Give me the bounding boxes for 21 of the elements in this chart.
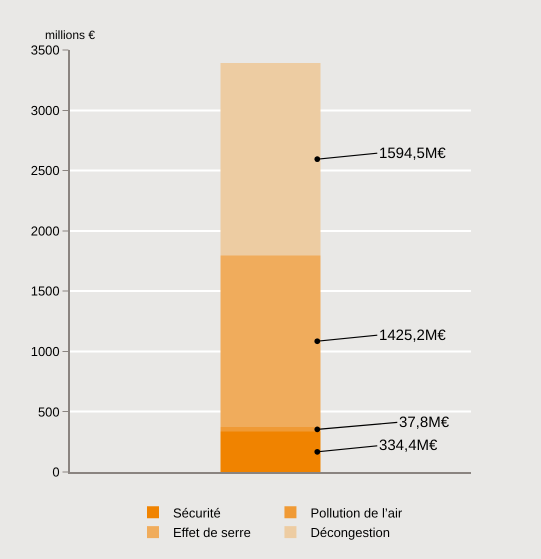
bar	[220, 427, 321, 432]
bar	[220, 432, 321, 472]
legend-label: Décongestion	[310, 525, 390, 540]
data-label: 1594,5M€	[379, 145, 446, 162]
y-tick-label: 1000	[30, 344, 60, 359]
y-axis-title: millions €	[45, 28, 96, 42]
data-label: 37,8M€	[399, 414, 450, 431]
data-label: 1425,2M€	[379, 327, 446, 344]
y-tick-label: 0	[52, 464, 60, 480]
y-tick-label: 2500	[30, 163, 60, 178]
y-tick-label: 3000	[30, 102, 60, 118]
legend-label: Sécurité	[173, 505, 221, 520]
legend-label: Pollution de l’air	[310, 505, 403, 520]
y-tick-label: 3500	[30, 42, 60, 58]
bar	[220, 255, 321, 428]
y-tick-label: 1500	[30, 284, 60, 299]
bar	[220, 63, 321, 256]
y-tick-label: 2000	[30, 223, 60, 238]
data-label: 334,4M€	[379, 437, 438, 454]
y-tick-label: 500	[38, 404, 60, 420]
legend-label: Effet de serre	[173, 525, 251, 540]
